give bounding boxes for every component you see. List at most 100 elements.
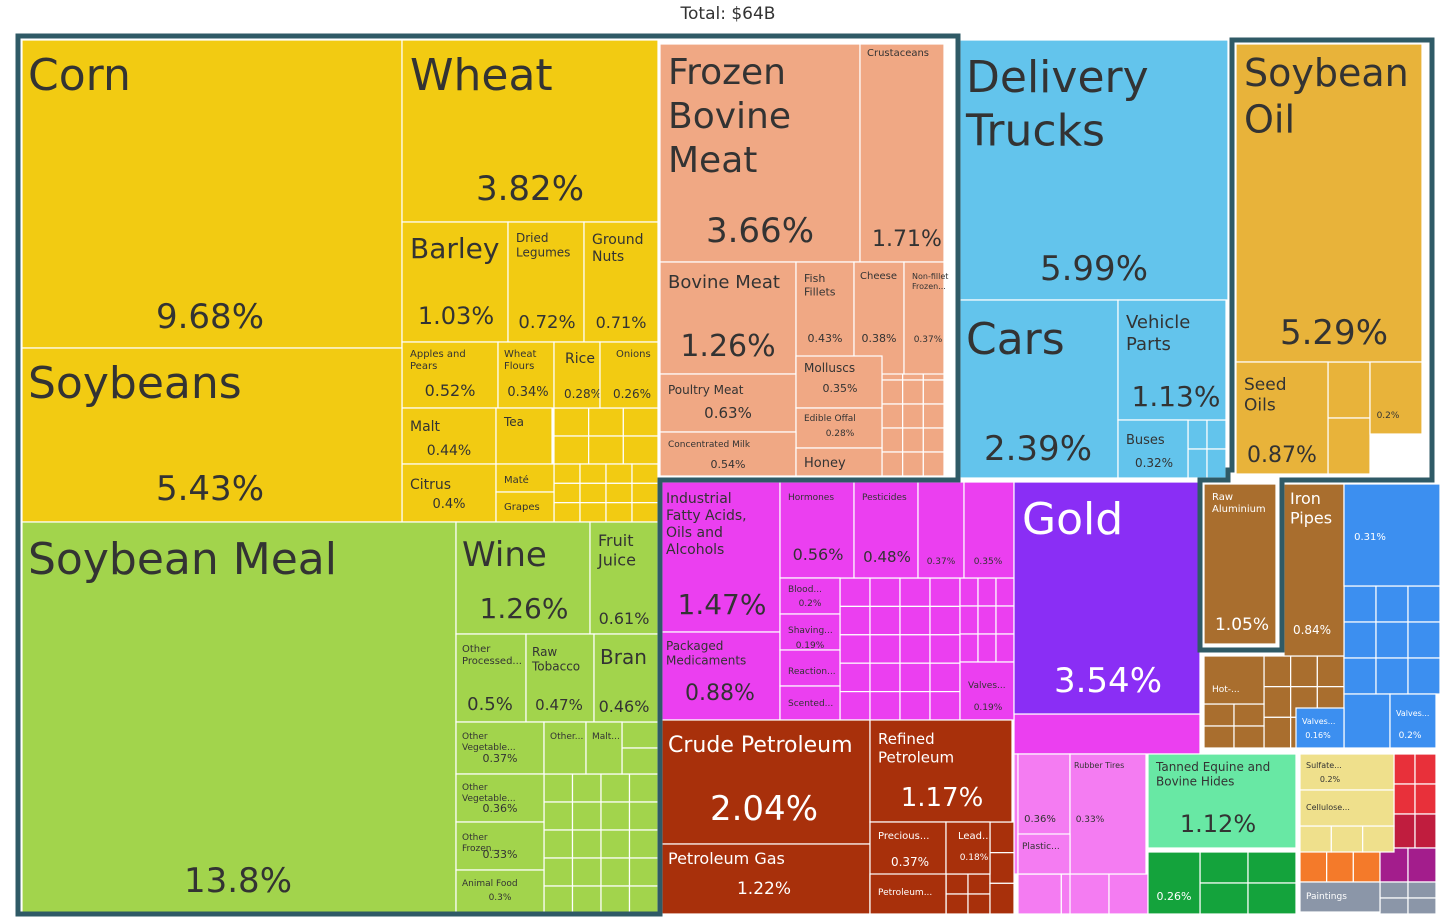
treemap-minor-tile[interactable] [929, 690, 961, 721]
treemap-minor-tile[interactable] [869, 634, 901, 664]
treemap-tile[interactable] [795, 261, 855, 375]
treemap-tile[interactable] [543, 721, 587, 775]
treemap-minor-tile[interactable] [839, 634, 871, 664]
treemap-minor-tile[interactable] [1343, 585, 1377, 623]
treemap-tile[interactable] [21, 39, 403, 349]
treemap-minor-tile[interactable] [1233, 703, 1265, 727]
treemap-minor-tile[interactable] [989, 821, 1015, 854]
treemap-minor-tile[interactable] [839, 577, 871, 607]
treemap-minor-tile[interactable] [929, 662, 961, 693]
treemap-minor-tile[interactable] [631, 502, 659, 523]
treemap-tile[interactable] [401, 463, 497, 523]
treemap-minor-tile[interactable] [881, 379, 904, 405]
treemap-minor-tile[interactable] [588, 435, 624, 465]
treemap-minor-tile[interactable] [977, 633, 997, 663]
treemap-tile[interactable] [21, 347, 403, 523]
treemap-minor-tile[interactable] [628, 801, 659, 831]
treemap-minor-tile[interactable] [1375, 621, 1409, 659]
treemap-minor-tile[interactable] [1263, 716, 1292, 749]
treemap-minor-tile[interactable] [600, 885, 631, 915]
treemap-minor-tile[interactable] [881, 451, 904, 477]
treemap-tile[interactable] [401, 407, 497, 465]
treemap-minor-tile[interactable] [631, 463, 659, 484]
treemap-tile[interactable] [661, 843, 871, 915]
treemap-minor-tile[interactable] [571, 773, 602, 803]
treemap-minor-tile[interactable] [1263, 655, 1292, 688]
treemap-minor-tile[interactable] [869, 662, 901, 693]
treemap-minor-tile[interactable] [959, 605, 979, 635]
treemap-minor-tile[interactable] [881, 427, 904, 453]
treemap-minor-tile[interactable] [571, 829, 602, 859]
treemap-tile[interactable] [795, 355, 883, 409]
treemap-minor-tile[interactable] [622, 407, 659, 437]
treemap-minor-tile[interactable] [922, 451, 945, 477]
treemap-tile[interactable] [779, 577, 841, 615]
treemap-tile[interactable] [1147, 851, 1201, 915]
treemap-minor-tile[interactable] [1379, 881, 1409, 899]
treemap-minor-tile[interactable] [967, 893, 991, 915]
treemap-minor-tile[interactable] [839, 662, 871, 693]
treemap-minor-tile[interactable] [1247, 851, 1297, 884]
treemap-minor-tile[interactable] [1352, 847, 1381, 883]
treemap-minor-tile[interactable] [945, 873, 969, 895]
treemap-minor-tile[interactable] [902, 451, 924, 477]
treemap-tile[interactable] [455, 869, 545, 915]
treemap-tile[interactable] [659, 431, 797, 477]
treemap-minor-tile[interactable] [1326, 847, 1354, 883]
treemap-tile[interactable] [1299, 881, 1381, 913]
treemap-minor-tile[interactable] [571, 857, 602, 887]
treemap-minor-tile[interactable] [1330, 825, 1364, 853]
treemap-tile[interactable] [507, 221, 585, 343]
treemap-tile[interactable] [585, 721, 623, 775]
treemap-tile[interactable] [917, 481, 965, 579]
treemap-minor-tile[interactable] [929, 577, 961, 607]
treemap-tile[interactable] [593, 633, 659, 723]
treemap-tile[interactable] [583, 221, 659, 343]
treemap-minor-tile[interactable] [1203, 703, 1235, 727]
treemap-tile[interactable] [497, 341, 555, 409]
treemap-minor-tile[interactable] [899, 634, 931, 664]
treemap-tile[interactable] [659, 43, 861, 263]
treemap-tile[interactable] [455, 633, 527, 723]
treemap-minor-tile[interactable] [1327, 417, 1371, 475]
treemap-tile[interactable] [659, 261, 797, 375]
treemap-minor-tile[interactable] [959, 577, 979, 607]
treemap-tile[interactable] [455, 521, 591, 635]
treemap-minor-tile[interactable] [553, 407, 590, 437]
treemap-minor-tile[interactable] [1407, 897, 1437, 915]
treemap-tile[interactable] [1299, 789, 1395, 827]
treemap-tile[interactable] [853, 481, 919, 579]
treemap-minor-tile[interactable] [1362, 825, 1395, 853]
treemap-minor-tile[interactable] [1206, 419, 1227, 450]
treemap-tile[interactable] [661, 631, 781, 721]
treemap-minor-tile[interactable] [1375, 585, 1409, 623]
treemap-tile[interactable] [1235, 43, 1423, 363]
treemap-minor-tile[interactable] [977, 577, 997, 607]
treemap-minor-tile[interactable] [628, 885, 659, 915]
treemap-minor-tile[interactable] [1343, 621, 1377, 659]
treemap-tile[interactable] [1389, 693, 1437, 749]
treemap-minor-tile[interactable] [1375, 657, 1409, 695]
treemap-tile[interactable] [1117, 419, 1189, 479]
treemap-minor-tile[interactable] [1343, 693, 1391, 749]
treemap-tile[interactable] [1299, 753, 1395, 791]
treemap-minor-tile[interactable] [631, 482, 659, 504]
treemap-minor-tile[interactable] [922, 403, 945, 429]
treemap-tile[interactable] [1147, 753, 1297, 849]
treemap-minor-tile[interactable] [628, 773, 659, 803]
treemap-minor-tile[interactable] [902, 427, 924, 453]
treemap-minor-tile[interactable] [1263, 686, 1292, 718]
treemap-minor-tile[interactable] [922, 427, 945, 453]
treemap-tile[interactable] [959, 299, 1119, 479]
treemap-minor-tile[interactable] [1407, 585, 1441, 623]
treemap-tile[interactable] [1343, 483, 1441, 587]
treemap-tile[interactable] [903, 261, 945, 375]
treemap-tile[interactable] [495, 491, 555, 523]
treemap-minor-tile[interactable] [600, 857, 631, 887]
treemap-tile[interactable] [945, 821, 991, 875]
treemap-minor-tile[interactable] [1069, 873, 1110, 915]
treemap-minor-tile[interactable] [1343, 657, 1377, 695]
treemap-minor-tile[interactable] [1206, 448, 1227, 479]
treemap-tile[interactable] [1069, 753, 1147, 875]
treemap-minor-tile[interactable] [543, 857, 574, 887]
